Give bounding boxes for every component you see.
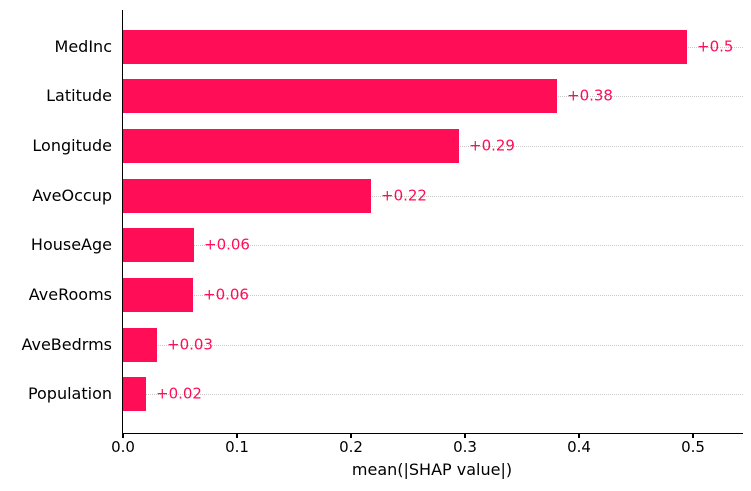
bar-value-label: +0.03 [167, 335, 213, 354]
bar-averooms [123, 278, 193, 312]
bar-aveoccup [123, 178, 371, 213]
bar-houseage [123, 228, 194, 263]
feature-label-averooms: AveRooms [28, 285, 112, 304]
x-tick-label: 0.2 [339, 438, 363, 456]
bar-longitude [123, 128, 459, 163]
x-tick-mark [350, 434, 352, 438]
gridline [123, 295, 743, 296]
x-tick-label: 0.4 [567, 438, 591, 456]
feature-label-houseage: HouseAge [30, 235, 112, 255]
bar-value-label: +0.5 [697, 37, 734, 55]
x-tick-mark [236, 434, 238, 438]
bar-value-label: +0.02 [156, 384, 202, 403]
x-tick-mark [578, 434, 580, 438]
gridline [123, 245, 743, 247]
gridline [123, 394, 743, 396]
bar-value-label: +0.22 [381, 186, 427, 205]
gridline [123, 195, 743, 197]
feature-label-avebedrms: AveBedrms [21, 334, 112, 354]
x-tick-mark [464, 434, 466, 438]
feature-label-longitude: Longitude [32, 135, 112, 155]
bar-value-label: +0.38 [567, 86, 613, 105]
x-tick-label: 0.3 [453, 438, 477, 456]
bar-avebedrms [123, 327, 157, 362]
bar-value-label: +0.06 [203, 285, 249, 304]
x-tick-label: 0.1 [225, 438, 249, 456]
feature-label-population: Population [27, 384, 112, 404]
bar-medinc [123, 29, 687, 64]
feature-label-aveoccup: AveOccup [32, 185, 112, 205]
x-tick-mark [692, 434, 694, 438]
bar-value-label: +0.29 [469, 136, 515, 155]
bar-value-label: +0.06 [204, 235, 250, 254]
x-tick-mark [122, 434, 124, 438]
gridline [123, 344, 743, 346]
feature-label-medinc: MedInc [54, 36, 112, 56]
feature-label-latitude: Latitude [46, 86, 112, 106]
x-tick-label: 0.0 [111, 438, 135, 456]
plot-area: +0.5 +0.38 +0.29 +0.22 +0.06 +0.06 +0.03 +0.02 [122, 10, 743, 434]
bar-latitude [123, 79, 557, 114]
x-axis-title: mean(|SHAP value|) [351, 460, 513, 479]
x-tick-label: 0.5 [681, 438, 705, 456]
bar-population [123, 377, 146, 412]
